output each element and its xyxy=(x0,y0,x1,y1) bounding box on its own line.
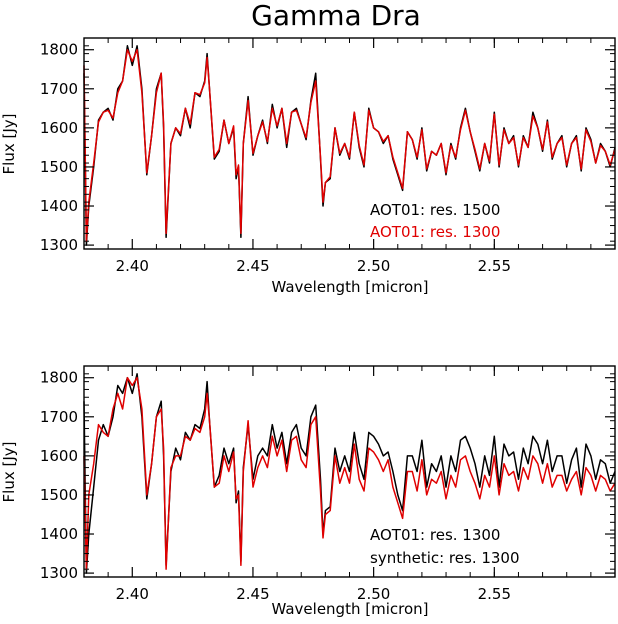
top-ytick-label: 1300 xyxy=(40,236,78,254)
bottom-ytick-label: 1600 xyxy=(40,447,78,465)
bottom-legend-item-2: synthetic: res. 1300 xyxy=(370,549,520,567)
top-xtick-label: 2.45 xyxy=(236,257,269,275)
bottom-xlabel: Wavelength [micron] xyxy=(271,600,428,618)
bottom-yticks: 1300 1400 1500 1600 1700 1800 xyxy=(40,365,615,582)
bottom-legend-item-1: AOT01: res. 1300 xyxy=(370,526,500,544)
top-series-group xyxy=(83,45,616,246)
panel-top: 1300 1400 1500 1600 1700 1800 2.40 2.45 2.50 2.5… xyxy=(0,37,616,296)
bottom-plot-frame xyxy=(83,365,616,578)
top-legend-item-2: AOT01: res. 1300 xyxy=(370,223,500,241)
panel-bottom: 1300 1400 1500 1600 1700 1800 2.40 2.45 2.50 2.5… xyxy=(0,365,616,618)
top-xticks: 2.40 2.45 2.50 2.55 xyxy=(83,38,592,275)
bottom-ytick-label: 1400 xyxy=(40,525,78,543)
top-series-line-2 xyxy=(83,48,616,242)
bottom-xtick-label: 2.50 xyxy=(357,585,390,603)
bottom-ytick-label: 1500 xyxy=(40,486,78,504)
bottom-xtick-label: 2.40 xyxy=(116,585,149,603)
figure-title: Gamma Dra xyxy=(251,0,421,32)
top-ytick-label: 1700 xyxy=(40,80,78,98)
top-yticks: 1300 1400 1500 1600 1700 1800 xyxy=(40,37,615,254)
bottom-ytick-label: 1300 xyxy=(40,564,78,582)
bottom-xticks: 2.40 2.45 2.50 2.55 xyxy=(83,366,592,603)
bottom-ytick-label: 1700 xyxy=(40,408,78,426)
bottom-series-line-2 xyxy=(83,376,616,570)
top-ylabel: Flux [Jy] xyxy=(0,114,18,175)
bottom-xtick-label: 2.45 xyxy=(236,585,269,603)
top-ytick-label: 1500 xyxy=(40,158,78,176)
bottom-xtick-label: 2.55 xyxy=(478,585,511,603)
top-ytick-label: 1800 xyxy=(40,41,78,59)
top-ytick-label: 1400 xyxy=(40,197,78,215)
top-ytick-label: 1600 xyxy=(40,119,78,137)
top-xtick-label: 2.40 xyxy=(116,257,149,275)
bottom-ytick-label: 1800 xyxy=(40,369,78,387)
top-xlabel: Wavelength [micron] xyxy=(271,278,428,296)
top-legend-item-1: AOT01: res. 1500 xyxy=(370,201,500,219)
bottom-series-group xyxy=(83,373,616,574)
top-xtick-label: 2.55 xyxy=(478,257,511,275)
top-plot-frame xyxy=(83,37,616,250)
bottom-ylabel: Flux [Jy] xyxy=(0,442,18,503)
top-xtick-label: 2.50 xyxy=(357,257,390,275)
